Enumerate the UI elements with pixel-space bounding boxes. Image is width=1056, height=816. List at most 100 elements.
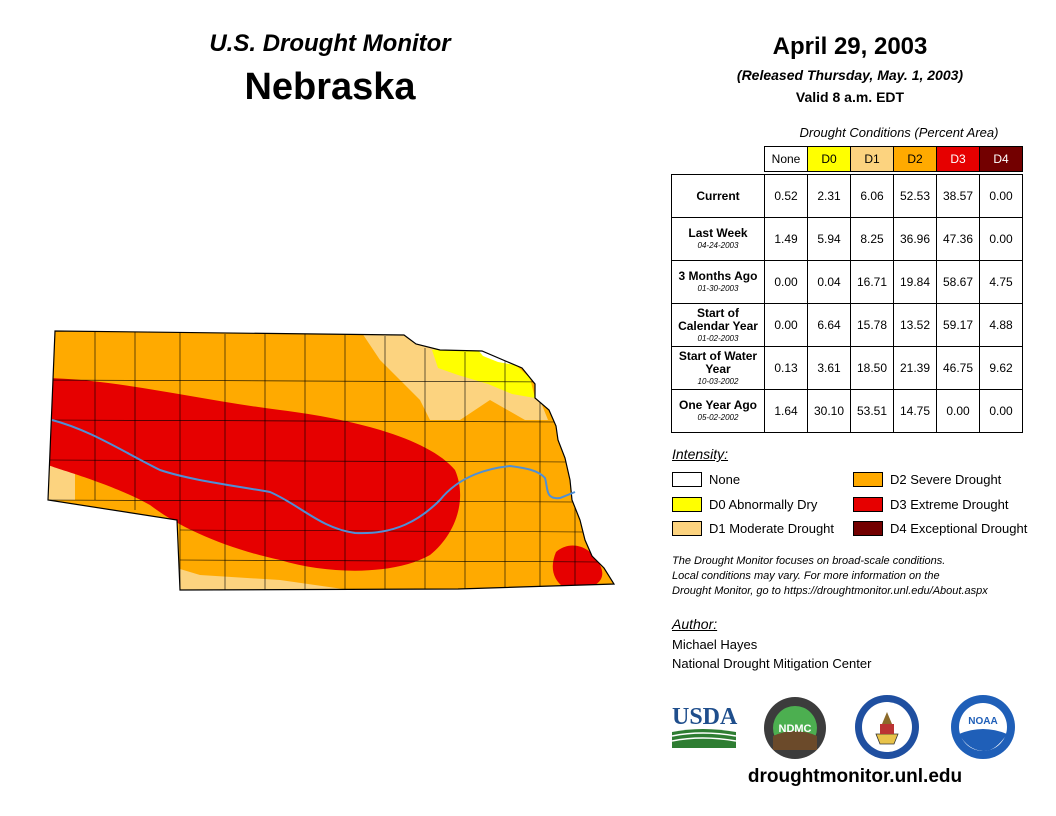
legend-swatch: [853, 496, 883, 512]
legend-label: D2 Severe Drought: [890, 471, 1002, 487]
platte-river: [51, 419, 576, 535]
table-row: Last Week 04-24-2003 1.49 5.94 8.25 36.96…: [671, 217, 1023, 261]
table-row: Start of Calendar Year 01-02-2003 0.00 6.…: [671, 303, 1023, 347]
svg-text:USDA: USDA: [672, 704, 738, 730]
row-label: Start of Water Year 10-03-2002: [671, 346, 765, 390]
table-row: Start of Water Year 10-03-2002 0.13 3.61 …: [671, 346, 1023, 390]
header-spacer: [672, 147, 765, 172]
row-label: 3 Months Ago 01-30-2003: [671, 260, 765, 304]
cell-value: 19.84: [893, 260, 937, 304]
svg-text:NDMC: NDMC: [779, 723, 812, 735]
ndmc-logo: NDMC: [764, 697, 826, 759]
table-title: Drought Conditions (Percent Area): [799, 125, 999, 140]
legend-item-none: None: [672, 470, 740, 488]
col-d1: D1: [850, 146, 894, 172]
disclaimer-line: Drought Monitor, go to https://droughtmo…: [672, 585, 988, 597]
state-outline: [47, 330, 616, 591]
cell-value: 47.36: [936, 217, 980, 261]
legend-swatch: [853, 520, 883, 536]
cell-value: 5.94: [807, 217, 851, 261]
website-url[interactable]: droughtmonitor.unl.edu: [747, 766, 963, 787]
legend-label: None: [709, 471, 741, 487]
author-name: Michael Hayes: [672, 637, 758, 652]
county-lines: [48, 331, 601, 590]
usda-logo: USDA: [672, 704, 738, 748]
row-label: One Year Ago 05-02-2002: [671, 389, 765, 433]
cell-value: 1.49: [764, 217, 808, 261]
disclaimer-text: The Drought Monitor focuses on broad-sca…: [672, 554, 1047, 599]
cell-value: 36.96: [893, 217, 937, 261]
cell-value: 0.00: [979, 217, 1023, 261]
d3-region-southeast: [552, 545, 603, 590]
drought-statistics-table: None D0 D1 D2 D3 D4 Current 0.52 2.31 6.…: [671, 146, 1023, 433]
d1-region-northeast: [360, 331, 548, 420]
release-date: (Released Thursday, May. 1, 2003): [736, 67, 964, 83]
col-d4: D4: [979, 146, 1023, 172]
legend-item-d1: D1 Moderate Drought: [672, 519, 834, 537]
d0-region: [432, 344, 535, 398]
d1-region-southwest: [150, 560, 350, 590]
cell-value: 16.71: [850, 260, 894, 304]
row-label: Last Week 04-24-2003: [671, 217, 765, 261]
cell-value: 0.04: [807, 260, 851, 304]
legend-item-d3: D3 Extreme Drought: [853, 495, 1009, 513]
valid-time: Valid 8 a.m. EDT: [795, 89, 905, 105]
cell-value: 0.00: [936, 389, 980, 433]
cell-value: 8.25: [850, 217, 894, 261]
legend-swatch: [672, 520, 702, 536]
cell-value: 4.88: [979, 303, 1023, 347]
commerce-seal-logo: [855, 695, 919, 759]
cell-value: 13.52: [893, 303, 937, 347]
disclaimer-line: The Drought Monitor focuses on broad-sca…: [672, 555, 946, 567]
col-d2: D2: [893, 146, 937, 172]
cell-value: 46.75: [936, 346, 980, 390]
col-none: None: [764, 146, 808, 172]
col-d3: D3: [936, 146, 980, 172]
legend-swatch: [853, 471, 883, 487]
cell-value: 0.00: [764, 260, 808, 304]
col-d0: D0: [807, 146, 851, 172]
cell-value: 2.31: [807, 174, 851, 218]
table-row: 3 Months Ago 01-30-2003 0.00 0.04 16.71 1…: [671, 260, 1023, 304]
table-header-row: None D0 D1 D2 D3 D4: [672, 146, 1023, 172]
nebraska-drought-map: [47, 330, 616, 591]
legend-title: Intensity:: [672, 446, 729, 462]
cell-value: 15.78: [850, 303, 894, 347]
legend-swatch: [672, 471, 702, 487]
cell-value: 21.39: [893, 346, 937, 390]
cell-value: 52.53: [893, 174, 937, 218]
cell-value: 53.51: [850, 389, 894, 433]
cell-value: 0.00: [764, 303, 808, 347]
cell-value: 3.61: [807, 346, 851, 390]
cell-value: 6.06: [850, 174, 894, 218]
map-date: April 29, 2003: [772, 33, 928, 60]
cell-value: 18.50: [850, 346, 894, 390]
legend-label: D3 Extreme Drought: [890, 496, 1009, 512]
row-label: Start of Calendar Year 01-02-2003: [671, 303, 765, 347]
cell-value: 6.64: [807, 303, 851, 347]
legend-item-d0: D0 Abnormally Dry: [672, 495, 817, 513]
cell-value: 58.67: [936, 260, 980, 304]
cell-value: 14.75: [893, 389, 937, 433]
legend-swatch: [672, 496, 702, 512]
cell-value: 0.13: [764, 346, 808, 390]
author-organization: National Drought Mitigation Center: [672, 656, 872, 671]
cell-value: 38.57: [936, 174, 980, 218]
cell-value: 30.10: [807, 389, 851, 433]
monitor-title: U.S. Drought Monitor: [209, 30, 451, 57]
table-row: Current 0.52 2.31 6.06 52.53 38.57 0.00: [671, 174, 1023, 218]
cell-value: 59.17: [936, 303, 980, 347]
cell-value: 1.64: [764, 389, 808, 433]
author-heading: Author:: [672, 616, 718, 632]
legend-label: D4 Exceptional Drought: [890, 520, 1028, 536]
d3-region-main: [48, 378, 461, 571]
cell-value: 0.00: [979, 389, 1023, 433]
table-row: One Year Ago 05-02-2002 1.64 30.10 53.51 …: [671, 389, 1023, 433]
noaa-logo: NOAA: [951, 695, 1015, 759]
cell-value: 4.75: [979, 260, 1023, 304]
cell-value: 0.52: [764, 174, 808, 218]
legend-item-d2: D2 Severe Drought: [853, 470, 1001, 488]
disclaimer-line: Local conditions may vary. For more info…: [672, 570, 940, 582]
cell-value: 9.62: [979, 346, 1023, 390]
legend-label: D1 Moderate Drought: [709, 520, 835, 536]
